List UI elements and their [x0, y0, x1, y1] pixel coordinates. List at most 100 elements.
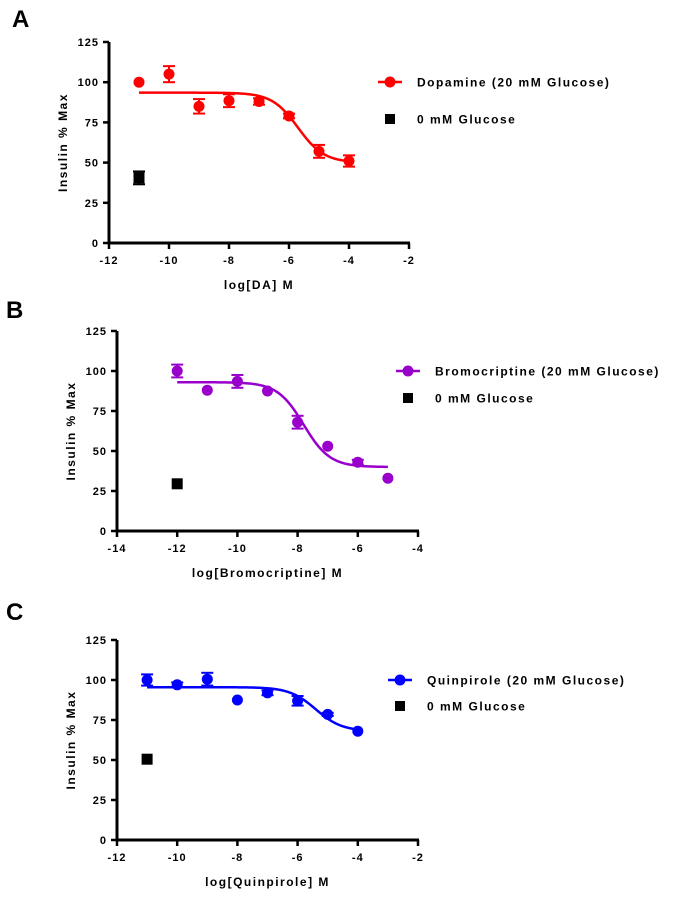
- series-agonist: [133, 65, 355, 168]
- x-tick-label: -2: [403, 255, 415, 267]
- x-tick-label: -10: [160, 255, 179, 267]
- y-tick-label: 0: [92, 238, 99, 250]
- y-tick-label: 125: [78, 37, 99, 49]
- legend-label: Quinpirole (20 mM Glucose): [427, 674, 625, 688]
- legend-marker-circle: [394, 674, 406, 686]
- legend-marker-square: [395, 701, 405, 711]
- y-tick-label: 75: [93, 406, 107, 418]
- x-tick-label: -12: [168, 543, 187, 555]
- x-axis-title: log[Quinpirole] M: [205, 875, 330, 889]
- y-tick-label: 50: [85, 158, 99, 170]
- data-point: [231, 375, 243, 387]
- x-tick-label: -10: [168, 852, 187, 864]
- x-tick-label: -8: [292, 543, 304, 555]
- data-point: [133, 172, 145, 184]
- data-point: [231, 694, 243, 706]
- x-tick-label: -4: [343, 255, 355, 267]
- y-tick-label: 125: [86, 326, 107, 338]
- series-agonist: [141, 671, 364, 737]
- x-tick-label: -4: [412, 543, 424, 555]
- y-tick-label: 0: [100, 835, 107, 847]
- x-tick-label: -4: [352, 852, 364, 864]
- data-point: [343, 155, 355, 167]
- x-tick-label: -8: [223, 255, 235, 267]
- y-axis-title: Insulin % Max: [64, 382, 78, 481]
- y-tick-label: 125: [86, 635, 107, 647]
- y-tick-label: 25: [93, 486, 107, 498]
- y-tick-label: 50: [93, 446, 107, 458]
- fit-curve: [139, 91, 350, 163]
- y-tick-label: 100: [86, 366, 107, 378]
- data-point: [322, 708, 334, 720]
- data-point: [292, 416, 304, 428]
- data-point: [141, 753, 153, 765]
- y-tick-label: 25: [93, 795, 107, 807]
- legend-entry: 0 mM Glucose: [385, 113, 516, 127]
- legend-entry: Quinpirole (20 mM Glucose): [388, 674, 625, 688]
- data-point: [382, 472, 394, 484]
- x-axis-title: log[DA] M: [224, 278, 294, 292]
- data-point: [253, 95, 265, 107]
- data-point: [193, 100, 205, 112]
- y-tick-label: 50: [93, 755, 107, 767]
- data-point: [171, 679, 183, 691]
- x-tick-label: -6: [352, 543, 364, 555]
- data-point: [262, 385, 273, 397]
- data-point: [171, 478, 183, 490]
- y-axis-title: Insulin % Max: [64, 691, 78, 790]
- legend-label: 0 mM Glucose: [417, 113, 516, 127]
- y-tick-label: 75: [93, 715, 107, 727]
- data-point: [262, 687, 273, 699]
- legend-entry: 0 mM Glucose: [395, 700, 526, 714]
- series-zero-glucose: [171, 478, 183, 490]
- series-zero-glucose: [133, 170, 145, 186]
- data-point: [171, 365, 183, 377]
- y-tick-label: 100: [86, 675, 107, 687]
- x-tick-label: -8: [232, 852, 244, 864]
- panel-letter: B: [6, 297, 23, 324]
- data-point: [283, 110, 295, 122]
- x-tick-label: -14: [108, 543, 127, 555]
- panel-letter: C: [6, 599, 23, 626]
- data-point: [292, 695, 304, 707]
- data-point: [201, 384, 213, 396]
- data-point: [223, 95, 235, 107]
- x-tick-label: -2: [412, 852, 424, 864]
- legend-marker-square: [403, 393, 413, 403]
- x-tick-label: -12: [108, 852, 127, 864]
- data-point: [352, 725, 364, 737]
- legend-marker-circle: [384, 76, 396, 88]
- series-agonist: [171, 363, 394, 484]
- legend-marker-circle: [402, 365, 414, 377]
- y-tick-label: 25: [85, 198, 99, 210]
- data-point: [163, 68, 175, 80]
- x-tick-label: -6: [283, 255, 295, 267]
- data-point: [141, 674, 153, 686]
- y-tick-label: 75: [85, 117, 99, 129]
- x-tick-label: -12: [100, 255, 119, 267]
- legend-label: 0 mM Glucose: [435, 392, 534, 406]
- legend-marker-square: [385, 114, 395, 124]
- y-tick-label: 100: [78, 77, 99, 89]
- x-axis-title: log[Bromocriptine] M: [192, 566, 343, 580]
- series-zero-glucose: [141, 753, 153, 765]
- data-point: [201, 673, 213, 685]
- panel-c: C 0 25 50 75 100 125 -12 -10 -8 -6 -4 -2 log[Quinpiro…: [6, 599, 625, 889]
- y-tick-label: 0: [100, 526, 107, 538]
- legend-entry: Dopamine (20 mM Glucose): [378, 76, 610, 90]
- legend-label: 0 mM Glucose: [427, 700, 526, 714]
- panel-b: B 0 25 50 75 100 125 -14 -12 -10 -8 -6 -4 log[Bromocr…: [6, 297, 660, 580]
- legend-entry: Bromocriptine (20 mM Glucose): [396, 365, 660, 379]
- legend-label: Bromocriptine (20 mM Glucose): [435, 365, 660, 379]
- legend-label: Dopamine (20 mM Glucose): [417, 76, 610, 90]
- panel-letter: A: [12, 6, 29, 33]
- y-axis-title: Insulin % Max: [56, 93, 70, 192]
- data-point: [133, 76, 145, 88]
- x-tick-label: -10: [228, 543, 247, 555]
- x-tick-label: -6: [292, 852, 304, 864]
- legend-entry: 0 mM Glucose: [403, 392, 534, 406]
- fit-curve: [147, 685, 358, 731]
- data-point: [352, 456, 364, 468]
- panel-a: A 0 25 50 75 100 125 -12 -10 -8 -6 -4 -2 log[DA] M Ins…: [12, 6, 610, 292]
